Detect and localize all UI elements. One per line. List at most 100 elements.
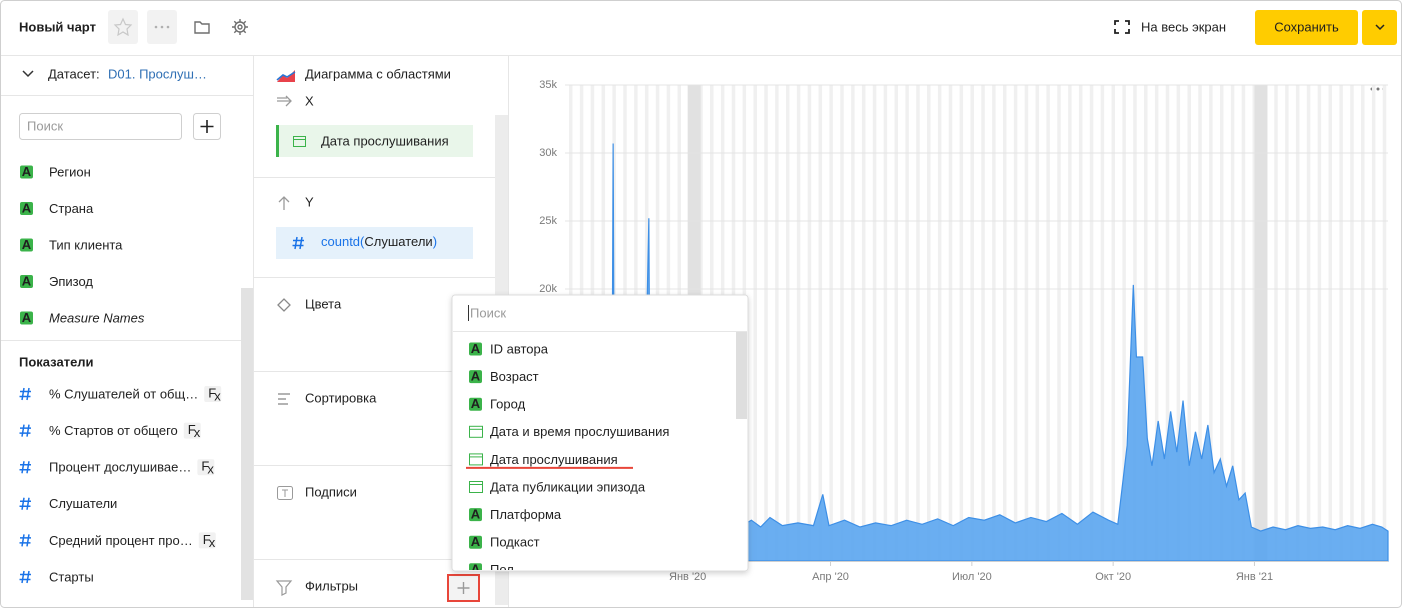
dropdown-item-label: Дата прослушивания	[490, 452, 618, 467]
weekend-band	[1209, 85, 1213, 561]
dropdown-item-label: Дата публикации эпизода	[490, 479, 646, 494]
formula-badge	[183, 422, 201, 439]
fullscreen-button[interactable]: На весь экран	[1141, 19, 1226, 34]
measure-field[interactable]: Старты	[49, 569, 94, 584]
y-field[interactable]	[276, 227, 473, 259]
type-letter: A	[471, 534, 481, 549]
weekend-band	[1100, 85, 1105, 561]
search-input[interactable]	[19, 113, 182, 140]
settings-button[interactable]	[232, 19, 248, 35]
weekend-band	[1306, 85, 1311, 561]
holiday-band	[1254, 85, 1268, 561]
weekend-band	[959, 85, 964, 561]
chart-type-icon	[277, 70, 295, 82]
measure-icon	[19, 570, 31, 584]
type-letter: A	[471, 562, 481, 577]
weekend-band	[1371, 85, 1376, 561]
search-placeholder: Поиск	[27, 118, 63, 133]
weekend-band	[894, 85, 898, 561]
type-icon	[469, 397, 482, 411]
measure-icon	[19, 461, 31, 474]
measure-field[interactable]: Средний процент про…	[49, 533, 193, 548]
dropdown-search[interactable]: Поиск	[470, 305, 506, 320]
weekend-band	[872, 85, 877, 561]
weekend-band	[1176, 85, 1181, 561]
measure-icon	[19, 534, 31, 547]
chart-name: Новый чарт	[19, 19, 96, 34]
x-tick-label: Янв '21	[1236, 571, 1273, 583]
collapse-icon[interactable]	[22, 70, 34, 78]
dimension-field[interactable]: Тип клиента	[49, 237, 123, 252]
dimension-field[interactable]: Регион	[49, 164, 91, 179]
scrollbar[interactable]	[736, 332, 747, 419]
star-icon	[113, 17, 133, 37]
weekend-band	[1317, 85, 1322, 561]
type-letter: A	[471, 341, 481, 356]
chart-type[interactable]: Диаграмма с областями	[305, 66, 451, 81]
plus-icon	[457, 582, 470, 594]
weekend-band	[1350, 85, 1354, 561]
date-icon	[469, 481, 483, 493]
weekend-band	[1241, 85, 1246, 561]
y-field-close: )	[433, 234, 437, 249]
formula-sub: x	[207, 462, 214, 477]
measure-field[interactable]: % Слушателей от общ…	[49, 386, 198, 401]
chart: 20k 25k 30k 35k Янв '20 Апр '20 Июл '20 Окт '20…	[539, 79, 1389, 583]
weekend-band	[1382, 85, 1387, 561]
formula-sub: x	[194, 425, 201, 440]
favorite-button[interactable]	[108, 10, 138, 44]
measure-field[interactable]: Слушатели	[49, 496, 117, 511]
weekend-band	[1328, 85, 1332, 561]
dimension-field[interactable]: Measure Names	[49, 310, 145, 325]
scrollbar[interactable]	[241, 288, 253, 600]
colors-section: Цвета	[305, 296, 342, 311]
folder-button[interactable]	[194, 21, 210, 34]
x-field[interactable]	[276, 125, 473, 157]
x-tick-label: Окт '20	[1095, 571, 1131, 583]
type-letter: A	[22, 310, 32, 325]
weekend-band	[1285, 85, 1289, 561]
dropdown-list: A ID автора A Возраст A Город Дата и время про…	[466, 341, 669, 577]
chevron-icon	[1375, 24, 1385, 31]
fullscreen-icon[interactable]	[1114, 20, 1130, 34]
weekend-band	[1220, 85, 1224, 561]
measures-title: Показатели	[19, 354, 94, 369]
weekend-band	[1361, 85, 1365, 561]
sort-icon	[278, 393, 290, 405]
dataset-name[interactable]: D01. Прослуш…	[108, 66, 207, 81]
type-icon	[20, 275, 33, 288]
weekend-band	[1187, 85, 1191, 561]
weekend-band	[1230, 85, 1235, 561]
weekend-band	[818, 85, 823, 561]
measure-field[interactable]: Процент дослушивае…	[49, 460, 191, 475]
y-tick-label: 35k	[539, 79, 557, 91]
weekend-band	[829, 85, 833, 561]
measure-icon	[292, 236, 304, 250]
filters-section: Фильтры	[305, 578, 358, 593]
dropdown-item-label: Подкаст	[490, 535, 540, 550]
x-section-label: X	[305, 93, 314, 108]
weekend-band	[883, 85, 888, 561]
measure-field[interactable]: % Стартов от общего	[49, 423, 178, 438]
save-button[interactable]	[1255, 10, 1358, 45]
dataset-label: Датасет:	[48, 66, 100, 81]
type-icon	[469, 508, 482, 522]
filters-icon	[275, 580, 293, 596]
dimension-field[interactable]: Эпизод	[49, 274, 93, 289]
weekend-band	[981, 85, 985, 561]
date-icon	[469, 425, 483, 438]
weekend-band	[1154, 85, 1159, 561]
weekend-band	[970, 85, 974, 561]
labels-icon	[277, 486, 293, 500]
dataset-panel: Датасет: D01. Прослуш… Поиск Показатели …	[1, 56, 254, 607]
weekend-band	[1122, 85, 1126, 561]
y-tick-label: 20k	[539, 283, 557, 295]
weekend-band	[1339, 85, 1343, 561]
measure-icon	[19, 424, 31, 437]
x-icon	[277, 95, 292, 107]
weekend-band	[1295, 85, 1300, 561]
formula-letter: F	[188, 422, 196, 437]
type-icon	[20, 202, 33, 215]
weekend-band	[1252, 85, 1257, 561]
dimension-field[interactable]: Страна	[49, 201, 94, 216]
